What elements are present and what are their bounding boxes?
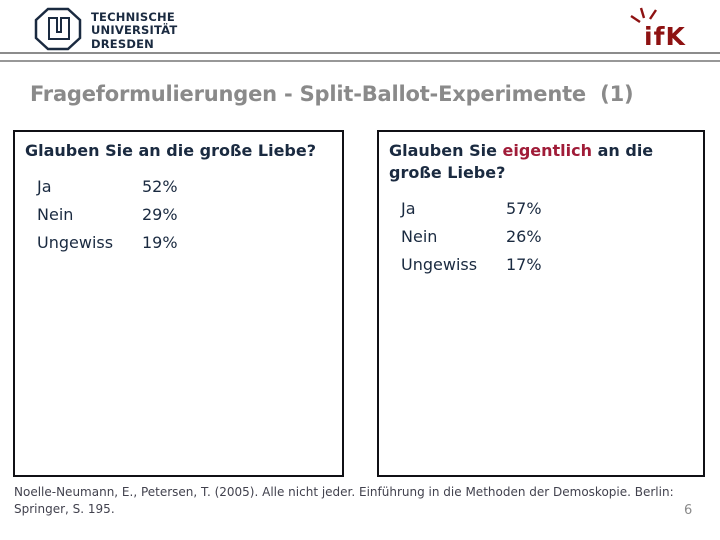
page-title: Frageformulierungen - Split-Ballot-Exper… [30,82,634,106]
tu-dresden-logo: TECHNISCHE UNIVERSITÄT DRESDEN [34,7,177,55]
answer-label: Nein [37,204,74,224]
answer-label: Ja [401,198,416,218]
answer-row: Ungewiss 19% [15,228,342,256]
answer-value: 26% [506,226,542,246]
answer-label: Ungewiss [401,254,478,274]
answer-value: 57% [506,198,542,218]
question-text-after: an die große Liebe? [389,141,654,182]
answer-row: Ja 52% [15,172,342,200]
answer-row: Ja 57% [379,194,703,222]
answer-value: 29% [142,204,178,224]
question-box-left: Glauben Sie an die große Liebe? Ja 52% N… [13,130,344,477]
question-highlighted-word: eigentlich [502,141,593,160]
answer-rows: Ja 57% Nein 26% Ungewiss 17% [379,194,703,278]
ifk-logo-text: ifK [644,22,686,51]
answer-value: 17% [506,254,542,274]
tu-dresden-logo-text: TECHNISCHE UNIVERSITÄT DRESDEN [91,9,178,51]
header-rule-top [0,52,720,54]
answer-row: Ungewiss 17% [379,250,703,278]
citation: Noelle-Neumann, E., Petersen, T. (2005).… [14,485,674,516]
header-rule-bottom [0,60,720,62]
question-text: Glauben Sie eigentlich an die große Lieb… [389,140,693,184]
answer-row: Nein 29% [15,200,342,228]
answer-rows: Ja 52% Nein 29% Ungewiss 19% [15,172,342,256]
answer-value: 52% [142,176,178,196]
tu-dresden-octagon-icon [34,7,82,55]
ifk-logo: ifK [626,6,710,52]
question-box-right: Glauben Sie eigentlich an die große Lieb… [377,130,705,477]
question-text: Glauben Sie an die große Liebe? [25,141,316,160]
ifk-spark-icon [626,6,666,32]
question-text-before: Glauben Sie [389,141,503,160]
answer-row: Nein 26% [379,222,703,250]
answer-label: Ungewiss [37,232,114,252]
answer-value: 19% [142,232,178,252]
answer-label: Nein [401,226,438,246]
answer-label: Ja [37,176,52,196]
page-number: 6 [684,503,693,518]
